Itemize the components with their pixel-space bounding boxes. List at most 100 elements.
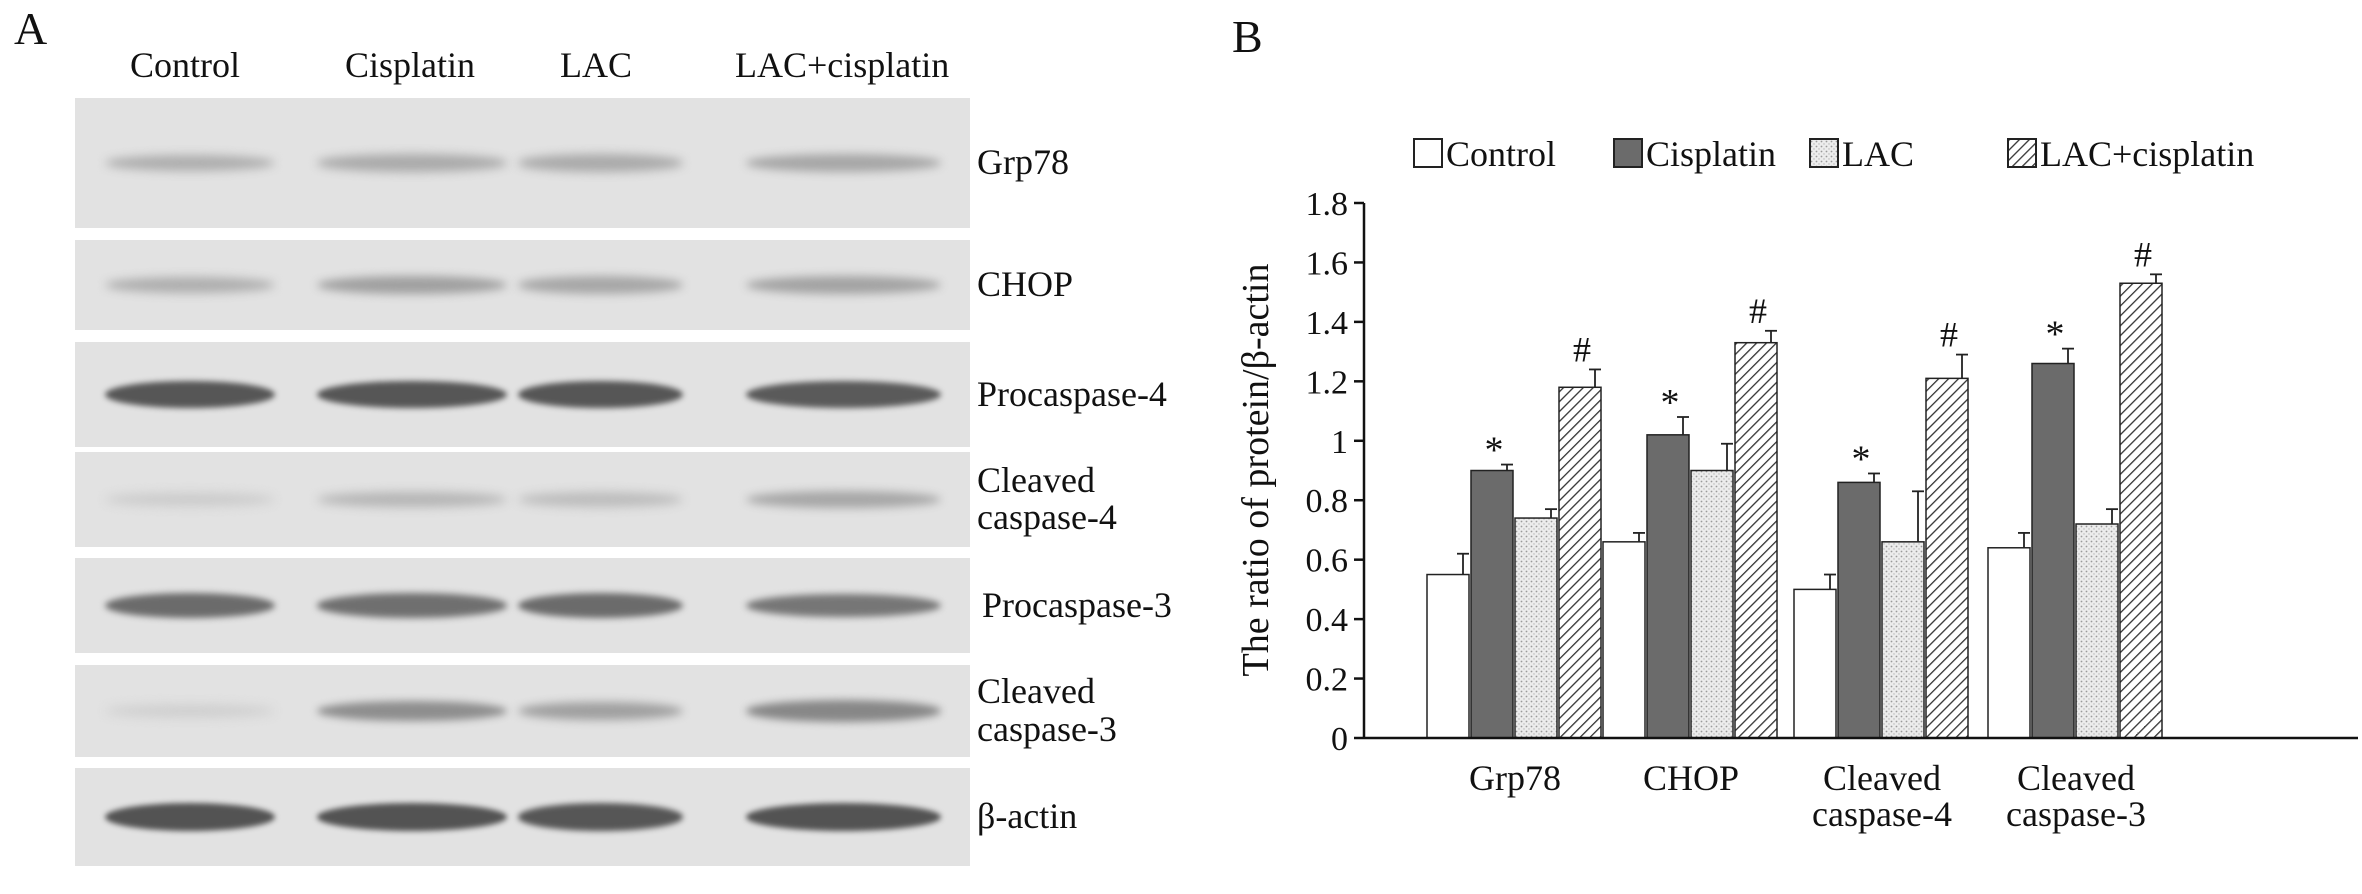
significance-marker: #: [1940, 315, 1958, 355]
x-tick-label: Cleaved: [1823, 758, 1941, 798]
blot-band: [745, 490, 941, 509]
blot-band: [517, 593, 683, 618]
significance-marker: *: [1661, 382, 1680, 424]
blot-band: [317, 593, 507, 618]
legend: Control Cisplatin LAC LAC+cisplatin: [1413, 134, 2254, 174]
bar: [1426, 573, 1470, 739]
bar: [2031, 362, 2075, 739]
legend-swatch: [1413, 138, 1443, 168]
protein-label-line: Procaspase-4: [977, 373, 1167, 414]
protein-label-line: Cleaved: [977, 671, 1095, 711]
lane-label: LAC+cisplatin: [735, 45, 950, 85]
y-tick-label: 1.6: [1306, 245, 1349, 282]
protein-label: Procaspase-3: [982, 584, 1172, 625]
y-tick-label: 0.4: [1306, 602, 1349, 639]
y-tick-label: 0.8: [1306, 483, 1349, 520]
legend-swatch: [1613, 138, 1643, 168]
blot-row: [75, 342, 970, 447]
y-tick-label: 1.4: [1306, 305, 1349, 342]
blot-row: [75, 665, 970, 757]
panel-b-letter: B: [1232, 11, 1263, 62]
panel-a-letter: A: [14, 3, 48, 54]
legend-label: Cisplatin: [1646, 134, 1776, 174]
blot-band: [517, 492, 683, 507]
significance-marker: *: [1485, 430, 1504, 472]
blot-band: [517, 380, 683, 409]
bar: [2119, 282, 2163, 739]
bar: [1837, 481, 1881, 739]
lane-label: Cisplatin: [345, 45, 476, 85]
blot-row: [75, 558, 970, 653]
y-tick-label: 1: [1331, 424, 1348, 461]
y-tick-label: 1.8: [1306, 186, 1349, 223]
bars: * # * # * # * #: [1426, 234, 2163, 739]
significance-marker: *: [2046, 314, 2065, 356]
bar: [1646, 434, 1690, 739]
x-tick-label: Cleaved: [2017, 758, 2135, 798]
x-axis: Grp78 CHOP Cleavedcaspase-4Cleavedcaspase-…: [1364, 736, 2358, 834]
x-tick-label: CHOP: [1643, 758, 1739, 798]
legend-label: LAC+cisplatin: [2040, 134, 2254, 174]
protein-label: Procaspase-4: [977, 373, 1167, 414]
blot-row: [75, 240, 970, 330]
protein-label: Cleaved caspase-4: [977, 461, 1117, 538]
bar: [1925, 377, 1969, 739]
protein-label-line: Procaspase-3: [982, 584, 1172, 625]
bar: [1470, 469, 1514, 739]
y-tick-label: 0.2: [1306, 662, 1349, 699]
significance-marker: #: [1749, 291, 1767, 331]
x-tick-label: caspase-4: [1812, 794, 1952, 834]
blot-band: [105, 276, 275, 294]
blot-band: [105, 704, 275, 718]
blot-band: [517, 154, 683, 172]
y-tick-label: 0: [1331, 721, 1348, 758]
bar: [1602, 541, 1646, 739]
blot-band: [317, 700, 507, 722]
y-axis: 0 0.2 0.4 0.6 0.8 1 1.2 1.4 1.6 1.8 The ratio of p…: [1235, 186, 1366, 758]
bar: [1734, 341, 1778, 739]
legend-swatch: [2007, 138, 2037, 168]
protein-label: Grp78: [977, 142, 1069, 182]
blot-band: [745, 380, 941, 409]
bar: [2075, 523, 2119, 739]
protein-label: β-actin: [977, 796, 1078, 836]
blot-band: [745, 593, 941, 618]
bar: [1793, 588, 1837, 739]
y-tick-label: 0.6: [1306, 543, 1349, 580]
blot-band: [317, 380, 507, 409]
blot-band: [105, 154, 275, 172]
lane-label: LAC: [560, 45, 632, 85]
significance-marker: #: [2134, 234, 2152, 274]
blot-band: [105, 492, 275, 507]
bar: [1514, 517, 1558, 739]
blot-band: [745, 700, 941, 722]
x-tick-label: Grp78: [1469, 758, 1561, 798]
protein-label-line: caspase-3: [977, 708, 1117, 749]
protein-label-line: β-actin: [977, 796, 1078, 836]
blot-band: [317, 154, 507, 172]
significance-marker: #: [1573, 329, 1591, 369]
blot-band: [105, 380, 275, 409]
significance-marker: *: [1852, 438, 1871, 480]
blot-band: [517, 803, 683, 831]
blot-band: [105, 593, 275, 618]
protein-label: CHOP: [977, 264, 1074, 304]
protein-label-line: Grp78: [977, 142, 1069, 182]
protein-label-line: caspase-4: [977, 497, 1117, 538]
bar: [1987, 547, 2031, 739]
blot-band: [317, 802, 507, 831]
bar: [1558, 386, 1602, 739]
blot-band: [317, 275, 507, 295]
legend-swatch: [1809, 138, 1839, 168]
legend-label: LAC: [1842, 134, 1914, 174]
blot-row: [75, 452, 970, 547]
blot-band: [517, 276, 683, 294]
legend-label: Control: [1446, 134, 1556, 174]
x-tick-label: caspase-3: [2006, 794, 2146, 834]
protein-label-line: CHOP: [977, 264, 1074, 304]
blot-band: [105, 802, 275, 831]
blot-row: [75, 98, 970, 228]
protein-label: Cleaved caspase-3: [977, 671, 1117, 749]
bar: [1881, 541, 1925, 739]
